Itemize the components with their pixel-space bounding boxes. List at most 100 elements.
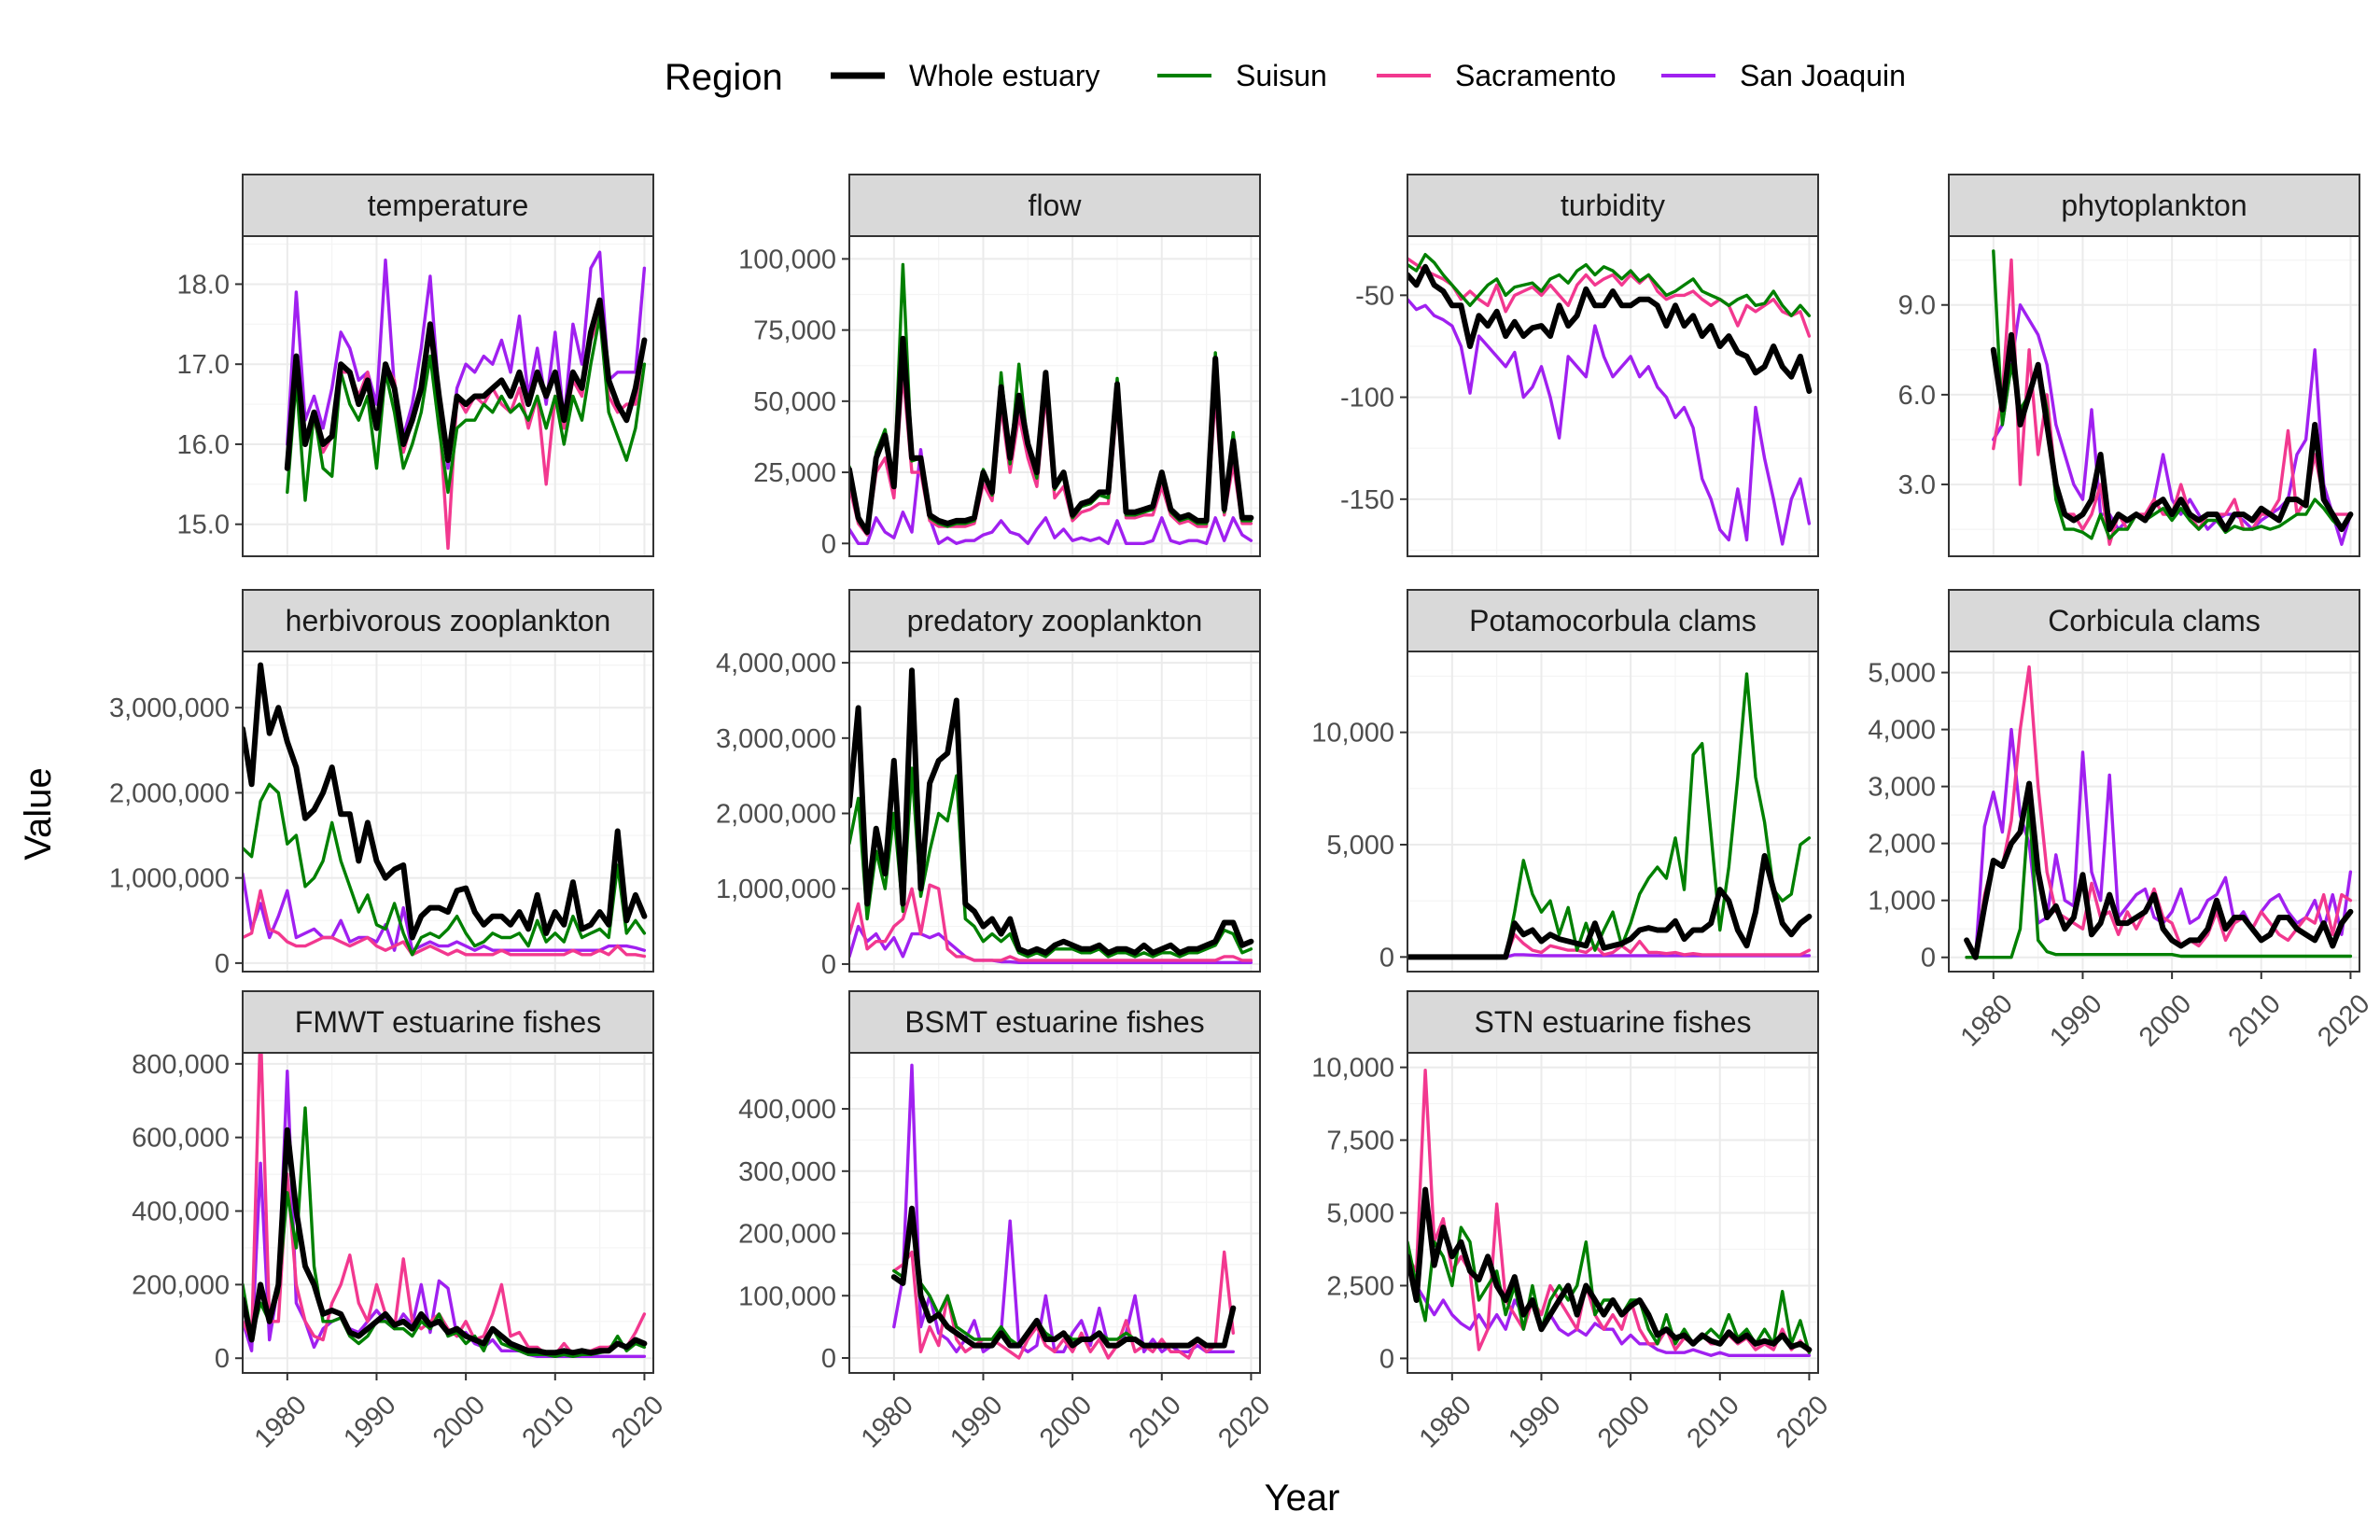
y-tick-label: 15.0 [177,511,230,540]
series-line-whole-estuary [849,335,1254,536]
strip-bsmt-estuarine-fishes [848,990,1261,1054]
plot-area-potamocorbula-clams [1407,651,1818,972]
plot-area-turbidity [1407,236,1818,556]
y-tick-label: 6.0 [1898,381,1936,411]
panel-border-flow [848,235,1261,557]
series-line-sacramento [849,883,1253,962]
strip-predatory-zooplankton [848,589,1261,652]
y-tick-label: 3,000,000 [716,724,836,754]
legend-title: Region [665,57,783,98]
series-line-san-joaquin [849,448,1253,545]
series-line-whole-estuary [284,297,648,471]
strip-flow [848,174,1261,237]
panel-herbivorous-zooplankton: herbivorous zooplankton 0 1,000,000 2,000,0… [109,589,654,979]
series-group-predatory-zooplankton [849,667,1254,964]
x-tick-label: 1990 [1503,1390,1566,1453]
panel-predatory-zooplankton: predatory zooplankton 0 1,000,000 2,000,000… [716,589,1261,980]
series-line-whole-estuary [1407,263,1813,394]
y-tick-label: 75,000 [753,316,836,346]
series-line-whole-estuary [1964,780,2354,960]
panel-border-potamocorbula-clams [1407,651,1819,973]
y-tick-label: 600,000 [132,1124,230,1154]
panel-border-herbivorous-zooplankton [242,651,654,973]
y-tick-label: 2,500 [1326,1271,1394,1301]
series-line-san-joaquin [849,924,1253,964]
x-tick-label: 2020 [1212,1390,1276,1453]
y-tick-label: 300,000 [738,1157,836,1187]
y-tick-label: 17.0 [177,350,230,380]
legend-label-sacramento: Sacramento [1455,59,1617,92]
panel-border-fmwt-estuarine-fishes [242,1052,654,1374]
series-line-suisun [1965,802,2353,959]
y-tick-label: 0 [821,529,836,559]
series-group-stn-estuarine-fishes [1407,1069,1813,1357]
legend-item-sacramento: Sacramento [1377,59,1617,92]
panel-bsmt-estuarine-fishes: BSMT estuarine fishes 0 100,000 200,000 300,… [738,990,1277,1454]
strip-temperature [242,174,654,237]
series-group-turbidity [1407,253,1813,546]
series-line-suisun [1407,253,1812,317]
series-line-suisun [1407,1225,1812,1354]
x-tick-label: 2020 [1771,1390,1834,1453]
y-tick-label: -50 [1355,281,1394,311]
panel-border-turbidity [1407,235,1819,557]
gridlines-bsmt-estuarine-fishes [848,1053,1260,1373]
y-axis-title: Value [18,767,59,860]
panel-border-bsmt-estuarine-fishes [848,1052,1261,1374]
panel-flow: flow 0 25,000 50,000 75,000 100,000 [738,174,1261,559]
strip-label-potamocorbula-clams: Potamocorbula clams [1469,604,1757,637]
series-group-herbivorous-zooplankton [243,662,648,959]
y-tick-label: 4,000 [1868,716,1936,746]
panel-corbicula-clams: Corbicula clams 0 1,000 2,000 3,000 4,000 5,00… [1868,589,2376,1053]
strip-label-stn-estuarine-fishes: STN estuarine fishes [1474,1005,1751,1039]
y-tick-label: 0 [215,1344,230,1374]
plot-area-flow [849,236,1260,556]
series-line-san-joaquin [286,250,647,470]
strip-fmwt-estuarine-fishes [242,990,654,1054]
series-line-whole-estuary [243,1127,648,1356]
series-group-fmwt-estuarine-fishes [243,1053,648,1358]
legend-label-san-joaquin: San Joaquin [1740,59,1906,92]
x-tick-label: 2010 [1682,1390,1745,1453]
panels: temperature 15.0 16.0 17.0 18.0 flow 0 25,000 50… [109,174,2376,1454]
legend-label-suisun: Suisun [1236,59,1327,92]
y-tick-label: 200,000 [738,1220,836,1250]
y-tick-label: 200,000 [132,1270,230,1300]
panel-phytoplankton: phytoplankton 3.0 6.0 9.0 [1898,174,2360,557]
series-line-suisun [243,782,647,957]
series-line-whole-estuary [1407,1186,1813,1353]
x-tick-label: 1990 [338,1390,401,1453]
panel-border-corbicula-clams [1948,651,2360,973]
x-tick-label: 1980 [1955,988,2019,1052]
series-line-san-joaquin [1992,303,2353,546]
series-group-phytoplankton [1990,249,2354,546]
strip-label-fmwt-estuarine-fishes: FMWT estuarine fishes [295,1005,601,1039]
x-tick-label: 2010 [1124,1390,1187,1453]
y-tick-label: 400,000 [738,1095,836,1125]
x-tick-label: 2020 [2312,988,2375,1052]
legend: Region Whole estuary Suisun Sacramento San … [665,57,1906,98]
strip-phytoplankton [1948,174,2360,237]
y-tick-label: 5,000 [1868,659,1936,689]
strip-label-temperature: temperature [368,189,529,222]
x-tick-label: 2000 [1592,1390,1656,1453]
panel-turbidity: turbidity -150 -100 -50 [1340,174,1819,557]
series-line-whole-estuary [243,662,648,941]
strip-label-turbidity: turbidity [1561,189,1665,222]
legend-item-whole-estuary: Whole estuary [831,59,1100,92]
y-tick-label: 5,000 [1326,1199,1394,1229]
series-group-flow [849,262,1254,545]
plot-area-bsmt-estuarine-fishes [849,1053,1260,1373]
x-tick-label: 2020 [606,1390,669,1453]
x-axis-title: Year [1265,1477,1340,1519]
y-tick-label: 1,000,000 [716,875,836,904]
gridlines-phytoplankton [1948,236,2359,556]
y-tick-label: 2,000,000 [716,800,836,830]
x-tick-label: 2010 [517,1390,581,1453]
series-line-whole-estuary [849,667,1254,956]
strip-label-predatory-zooplankton: predatory zooplankton [907,604,1203,637]
strip-turbidity [1407,174,1819,237]
y-tick-label: 0 [821,950,836,980]
y-tick-label: 10,000 [1311,719,1394,749]
